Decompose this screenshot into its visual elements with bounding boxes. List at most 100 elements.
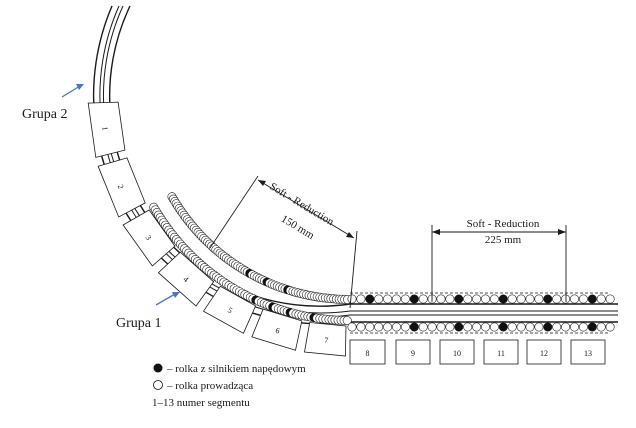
driven-roll xyxy=(454,294,464,304)
segment-number: 8 xyxy=(366,349,370,358)
driven-roll xyxy=(498,322,508,332)
guide-roll xyxy=(436,294,446,304)
guide-roll xyxy=(383,294,393,304)
guide-roll xyxy=(400,294,410,304)
sr-curved-length: 150 mm xyxy=(279,213,317,242)
segment-box xyxy=(526,339,562,365)
driven-roll xyxy=(498,294,508,304)
guide-roll xyxy=(561,322,571,332)
guide-roll xyxy=(480,322,490,332)
guide-roll xyxy=(374,322,384,332)
legend-driven-roll-symbol xyxy=(153,363,163,373)
driven-roll xyxy=(543,294,553,304)
segment-box xyxy=(157,251,215,307)
segment-number: 3 xyxy=(144,233,154,241)
sr-curved-arrow-left xyxy=(258,180,266,186)
segment-box xyxy=(304,322,347,357)
sr-curved-arrow-right xyxy=(346,232,354,238)
guide-roll xyxy=(472,322,482,332)
sr-straight-arrow-right xyxy=(558,229,566,235)
group-2-arrow xyxy=(61,84,84,98)
driven-roll xyxy=(587,294,597,304)
guide-roll xyxy=(507,322,517,332)
guide-roll xyxy=(374,294,384,304)
guide-roll xyxy=(525,294,535,304)
guide-roll xyxy=(445,322,455,332)
legend-guide-roll: – rolka prowadząca xyxy=(166,380,253,392)
segment-number: 9 xyxy=(411,349,415,358)
segment-number: 2 xyxy=(116,183,126,190)
guide-roll xyxy=(596,294,606,304)
segment-box xyxy=(483,339,519,365)
guide-roll xyxy=(342,315,352,325)
segment-box xyxy=(349,339,386,365)
sr-curved-title: Soft - Reduction xyxy=(267,181,336,229)
guide-roll xyxy=(480,294,490,304)
guide-roll xyxy=(356,322,366,332)
guide-roll xyxy=(418,294,428,304)
guide-roll xyxy=(347,322,357,332)
group-2-label: Grupa 2 xyxy=(22,107,68,122)
guide-roll xyxy=(489,322,499,332)
segment-number: 5 xyxy=(226,306,234,316)
guide-roll xyxy=(507,294,517,304)
guide-roll xyxy=(596,322,606,332)
guide-roll xyxy=(391,294,401,304)
guide-roll xyxy=(489,294,499,304)
segment-number: 12 xyxy=(540,349,548,358)
segment-box xyxy=(87,101,126,158)
guide-roll xyxy=(391,322,401,332)
guide-roll xyxy=(552,294,562,304)
sr-straight-length: 225 mm xyxy=(485,234,522,246)
driven-roll xyxy=(365,294,375,304)
guide-roll xyxy=(472,294,482,304)
legend-driven-roll: – rolka z silnikiem napędowym xyxy=(166,363,306,375)
guide-roll xyxy=(427,322,437,332)
driven-roll xyxy=(543,322,553,332)
guide-roll xyxy=(516,322,526,332)
guide-roll xyxy=(356,294,366,304)
guide-roll xyxy=(347,294,357,304)
driven-roll xyxy=(587,322,597,332)
guide-roll xyxy=(578,322,588,332)
guide-roll xyxy=(418,322,428,332)
guide-roll xyxy=(463,322,473,332)
guide-roll xyxy=(605,322,615,332)
segment-box xyxy=(395,339,431,365)
rolls xyxy=(149,192,615,332)
driven-roll xyxy=(409,294,419,304)
legend-guide-roll-symbol xyxy=(153,380,163,390)
legend-segment-numbers: 1–13 numer segmentu xyxy=(152,397,250,409)
group-1-arrow xyxy=(155,292,180,306)
guide-roll xyxy=(552,322,562,332)
driven-roll xyxy=(409,322,419,332)
guide-roll xyxy=(534,322,544,332)
guide-roll xyxy=(436,322,446,332)
guide-roll xyxy=(400,322,410,332)
sr-straight-arrow-left xyxy=(432,229,440,235)
soft-reduction-straight: Soft - Reduction 225 mm xyxy=(431,218,567,302)
segment-number: 1 xyxy=(100,126,109,131)
guide-roll xyxy=(365,322,375,332)
group-1-label: Grupa 1 xyxy=(116,316,162,331)
segment-box xyxy=(122,209,176,267)
segment-box xyxy=(97,157,146,218)
guide-roll xyxy=(445,294,455,304)
segment-number: 4 xyxy=(181,275,190,284)
segment-box xyxy=(251,308,303,351)
sr-curved-dimension-line xyxy=(257,179,355,239)
legend: – rolka z silnikiem napędowym – rolka pr… xyxy=(152,363,306,409)
guide-roll xyxy=(525,322,535,332)
segment-number: 7 xyxy=(324,336,329,345)
guide-roll xyxy=(463,294,473,304)
sr-curved-left-extension xyxy=(209,175,259,249)
guide-roll xyxy=(569,322,579,332)
guide-roll xyxy=(569,294,579,304)
driven-roll xyxy=(454,322,464,332)
guide-roll xyxy=(534,294,544,304)
segment-box xyxy=(202,285,257,334)
segment-number: 6 xyxy=(274,326,280,336)
